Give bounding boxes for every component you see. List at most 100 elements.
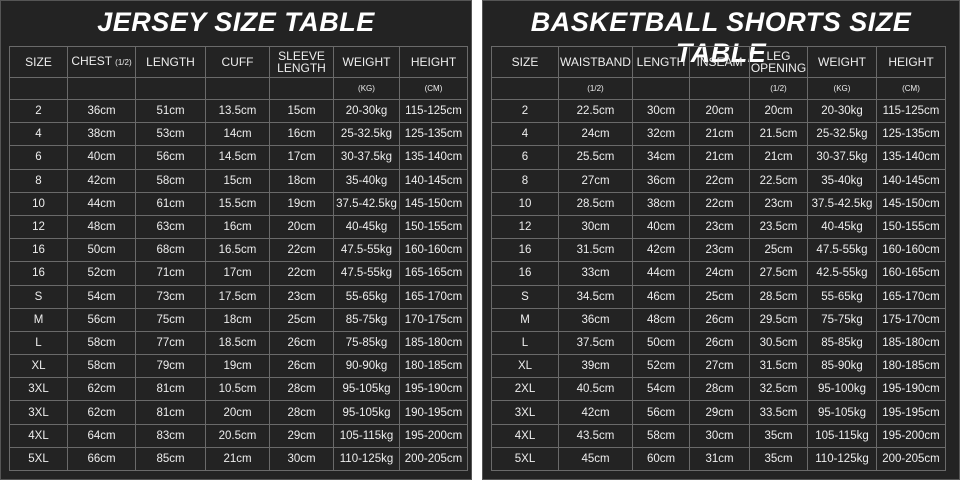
data-cell: 38cm [632,191,690,216]
data-row: 8 27cm 36cm 22cm 22.5cm 35-40kg 140-145cm [491,168,946,193]
table-title: JERSEY SIZE TABLE [97,7,375,37]
unit-cell [689,77,750,100]
data-cell: 39cm [558,354,633,379]
data-cell: 28.5cm [749,284,808,309]
data-cell: 56cm [632,400,690,425]
data-cell: 42cm [67,168,136,193]
data-cell: 16 [9,238,68,263]
data-cell: 95-105kg [333,377,400,402]
data-cell: 63cm [135,214,206,240]
data-cell: 36cm [558,307,633,332]
data-row: 8 42cm 58cm 15cm 18cm 35-40kg 140-145cm [9,168,468,193]
header-label: LENGTH [636,55,686,69]
data-cell: 175-170cm [876,307,946,332]
data-cell: 22.5cm [749,168,808,193]
data-cell: 16 [491,261,559,286]
data-cell: 35cm [749,423,808,448]
header-label: INSEAM [696,55,743,69]
unit-cell [9,77,68,100]
data-cell: 18cm [269,168,334,193]
header-label: HEIGHT [888,55,934,69]
data-cell: 20.5cm [205,423,270,448]
data-cell: 31cm [689,446,750,472]
data-cell: XL [491,354,559,379]
data-cell: 90-90kg [333,354,400,379]
data-cell: 105-115kg [333,423,400,448]
data-cell: 42cm [632,238,690,263]
data-cell: 62cm [67,400,136,425]
header-cell: WEIGHT [333,46,400,78]
unit-cell: (CM) [399,77,468,100]
data-row: 16 33cm 44cm 24cm 27.5cm 42.5-55kg 160-165cm [491,261,946,286]
unit-cell [67,77,136,100]
data-cell: 5XL [491,446,559,472]
header-cell: SIZE [491,46,559,78]
header-label: CHEST [71,54,112,68]
header-cell: SLEEVE LENGTH [269,46,334,78]
unit-cell: (KG) [333,77,400,100]
data-cell: 21.5cm [749,122,808,147]
data-cell: 60cm [632,446,690,472]
data-cell: 195-200cm [399,423,468,448]
data-cell: 185-180cm [399,330,468,356]
data-cell: 21cm [689,145,750,170]
data-cell: 28cm [269,400,334,425]
data-row: M 36cm 48cm 26cm 29.5cm 75-75kg 175-170cm [491,307,946,332]
data-cell: 27.5cm [749,261,808,286]
data-cell: 25cm [269,307,334,332]
data-cell: 31.5cm [558,238,633,263]
data-cell: 16.5cm [205,238,270,263]
data-cell: 18cm [205,307,270,332]
data-cell: 21cm [689,122,750,147]
data-row: XL 58cm 79cm 19cm 26cm 90-90kg 180-185cm [9,354,468,379]
data-cell: 23cm [689,238,750,263]
header-cell: LENGTH [632,46,690,78]
data-cell: 15cm [205,168,270,193]
data-cell: 20-30kg [333,98,400,124]
data-cell: 61cm [135,191,206,216]
unit-cell: (KG) [807,77,877,100]
data-cell: 30cm [558,214,633,240]
data-cell: 195-195cm [876,400,946,425]
data-cell: 23cm [689,214,750,240]
data-cell: 165-170cm [876,284,946,309]
data-cell: 29cm [269,423,334,448]
data-cell: 145-150cm [876,191,946,216]
data-row: 5XL 45cm 60cm 31cm 35cm 110-125kg 200-205cm [491,446,946,472]
data-cell: L [491,330,559,356]
data-cell: 75-75kg [807,307,877,332]
header-cell: SIZE [9,46,68,78]
data-cell: 75-85kg [333,330,400,356]
header-label: SIZE [511,55,539,69]
data-cell: 2XL [491,377,559,402]
data-cell: 160-165cm [876,261,946,286]
data-cell: 4 [491,122,559,147]
data-cell: 47.5-55kg [333,261,400,286]
data-cell: 95-100kg [807,377,877,402]
data-cell: 40.5cm [558,377,633,402]
data-cell: 54cm [67,284,136,309]
data-cell: 25cm [689,284,750,309]
data-cell: 30-37.5kg [333,145,400,170]
unit-cell: (1/2) [749,77,808,100]
data-cell: 23.5cm [749,214,808,240]
data-cell: 17.5cm [205,284,270,309]
data-cell: 30cm [632,98,690,124]
header-cell: CHEST (1/2) [67,46,136,78]
data-row: XL 39cm 52cm 27cm 31.5cm 85-90kg 180-185cm [491,354,946,379]
data-cell: 30cm [269,446,334,472]
data-cell: 195-190cm [399,377,468,402]
data-cell: 3XL [9,377,68,402]
data-cell: 26cm [689,330,750,356]
size-table: SIZE CHEST (1/2) LENGTH CUFF SLEEVE LENGTH WE… [9,46,468,472]
data-cell: 160-160cm [399,238,468,263]
data-cell: 53cm [135,122,206,147]
header-label: LEG OPENING [750,49,807,75]
data-cell: 45cm [558,446,633,472]
unit-cell [205,77,270,100]
data-cell: 58cm [67,354,136,379]
data-cell: 38cm [67,122,136,147]
header-label: WEIGHT [342,55,391,69]
data-cell: 32.5cm [749,377,808,402]
data-cell: 37.5-42.5kg [333,191,400,216]
